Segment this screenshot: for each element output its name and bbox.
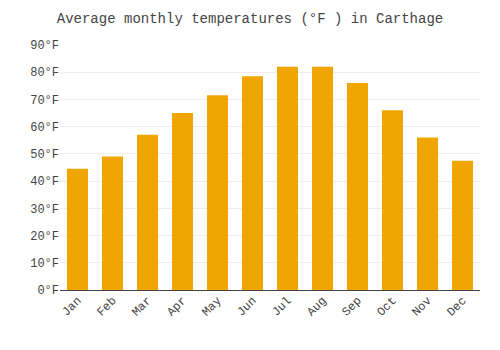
svg-text:Nov: Nov <box>409 294 434 319</box>
svg-text:0°F: 0°F <box>37 284 59 298</box>
svg-text:20°F: 20°F <box>30 230 59 244</box>
svg-text:Jun: Jun <box>234 294 259 319</box>
svg-text:80°F: 80°F <box>30 66 59 80</box>
svg-text:Mar: Mar <box>129 294 154 319</box>
svg-text:Feb: Feb <box>94 294 119 319</box>
svg-text:Sep: Sep <box>339 294 364 319</box>
svg-text:90°F: 90°F <box>30 39 59 53</box>
svg-text:Aug: Aug <box>304 294 329 319</box>
svg-text:Apr: Apr <box>164 294 189 319</box>
svg-text:Average monthly temperatures (: Average monthly temperatures (°F ) in Ca… <box>57 11 443 27</box>
svg-text:30°F: 30°F <box>30 203 59 217</box>
svg-text:60°F: 60°F <box>30 121 59 135</box>
svg-text:70°F: 70°F <box>30 94 59 108</box>
svg-text:Jan: Jan <box>59 294 84 319</box>
svg-text:10°F: 10°F <box>30 257 59 271</box>
svg-text:Jul: Jul <box>269 294 294 319</box>
svg-text:Dec: Dec <box>444 294 469 319</box>
svg-text:May: May <box>199 294 224 319</box>
svg-text:50°F: 50°F <box>30 148 59 162</box>
svg-text:40°F: 40°F <box>30 175 59 189</box>
svg-text:Oct: Oct <box>374 294 399 319</box>
